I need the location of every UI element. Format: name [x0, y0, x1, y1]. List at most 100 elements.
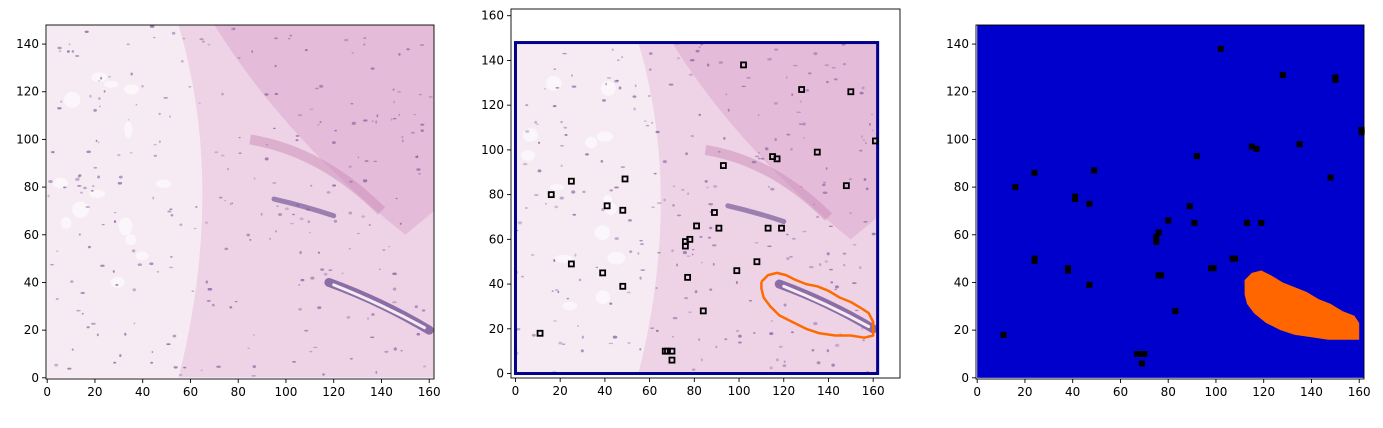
point-marker [567, 260, 575, 268]
y-tick-label: 120 [16, 85, 39, 99]
x-tick-label: 20 [553, 384, 568, 398]
mask-point [1153, 234, 1160, 241]
mask-point [1072, 196, 1079, 203]
x-tick-label: 40 [1065, 385, 1080, 399]
axes-frame [510, 8, 901, 379]
point-marker [621, 175, 629, 183]
y-tick-label: 0 [961, 371, 969, 385]
x-tick-label: 120 [772, 384, 795, 398]
point-marker [668, 347, 676, 355]
x-tick-label: 0 [43, 385, 51, 399]
point-marker [740, 61, 747, 69]
axes-frame [975, 24, 1365, 380]
point-marker [715, 224, 723, 232]
x-tick-label: 80 [687, 384, 702, 398]
y-tick-label: 120 [481, 98, 504, 112]
y-tick-label: 40 [24, 275, 39, 289]
mask-point [1064, 267, 1071, 274]
point-marker [684, 273, 692, 281]
x-tick-label: 100 [275, 385, 298, 399]
mask-point [1193, 153, 1200, 160]
x-tick-label: 100 [1205, 385, 1228, 399]
y-tick-label: 60 [954, 228, 969, 242]
mask-point [1244, 219, 1251, 226]
x-tick-label: 0 [973, 385, 981, 399]
panel-annotated-image: 0 20 40 60 80 100 120 140 160 0 20 40 60 80 100 120 140 1… [481, 8, 901, 398]
x-tick-label: 0 [512, 384, 520, 398]
x-tick-label: 120 [1252, 385, 1275, 399]
y-tick-label: 100 [16, 132, 39, 146]
y-tick-label: 100 [946, 132, 969, 146]
mask-point [1141, 350, 1148, 357]
gland-contour [760, 271, 875, 339]
point-marker [693, 222, 700, 230]
mask-point [1327, 174, 1334, 181]
x-tick-label: 40 [597, 384, 612, 398]
x-tick-label: 40 [135, 385, 150, 399]
x-tick-label: 160 [862, 384, 885, 398]
point-marker [619, 282, 627, 290]
mask-region [1244, 270, 1360, 340]
y-tick-label: 80 [954, 180, 969, 194]
mask-point [1279, 72, 1286, 79]
point-marker [764, 224, 772, 232]
mask-point [1165, 217, 1172, 224]
x-tick-label: 20 [1017, 385, 1032, 399]
point-marker [711, 209, 718, 216]
y-tick-label: 140 [481, 53, 504, 67]
x-tick-label: 80 [1161, 385, 1176, 399]
point-marker [872, 137, 879, 145]
mask-point [1332, 76, 1339, 83]
panel-original-image: 0 20 40 60 80 100 120 140 160 0 20 40 60 80 100 120 140 [16, 24, 441, 399]
point-marker [842, 182, 850, 190]
point-marker [536, 329, 544, 337]
mask-point [1253, 145, 1260, 152]
point-marker [699, 307, 707, 315]
point-marker [773, 155, 781, 163]
x-tick-label: 120 [322, 385, 345, 399]
bounding-box [513, 41, 880, 376]
mask-point [1153, 238, 1160, 245]
tissue-image [515, 42, 878, 374]
point-marker [681, 242, 689, 250]
y-tick-label: 60 [24, 228, 39, 242]
y-tick-label: 40 [954, 275, 969, 289]
x-tick-label: 60 [1113, 385, 1128, 399]
mask-point [1000, 331, 1007, 338]
mask-point [1258, 219, 1265, 226]
mask-point [1031, 169, 1038, 176]
mask-point [1086, 281, 1093, 288]
mask-point [1296, 141, 1303, 148]
point-marker [668, 356, 676, 364]
y-tick-label: 140 [16, 37, 39, 51]
mask-point [1191, 219, 1198, 226]
point-marker [778, 224, 785, 232]
mask-point [1155, 229, 1162, 236]
y-tick-label: 20 [489, 322, 504, 336]
mask-point [1086, 200, 1093, 207]
mask-point [1138, 360, 1145, 367]
point-marker [798, 86, 806, 93]
point-marker [547, 191, 555, 199]
y-tick-label: 100 [481, 143, 504, 157]
y-tick-label: 80 [489, 188, 504, 202]
mask-point [1232, 255, 1239, 262]
y-tick-label: 0 [496, 367, 504, 381]
x-tick-label: 60 [642, 384, 657, 398]
x-tick-label: 140 [1300, 385, 1323, 399]
mask-point [1031, 258, 1038, 264]
point-marker [599, 269, 607, 277]
mask-point [1158, 272, 1165, 279]
x-tick-label: 20 [87, 385, 102, 399]
y-tick-label: 20 [954, 323, 969, 337]
y-tick-label: 120 [946, 85, 969, 99]
point-marker [719, 162, 727, 169]
mask-point [1091, 167, 1098, 174]
axes-frame [45, 24, 435, 380]
mask-point [1210, 265, 1217, 272]
x-tick-label: 100 [728, 384, 751, 398]
tissue-image [47, 25, 434, 378]
x-tick-label: 160 [418, 385, 441, 399]
mask-point [1217, 45, 1224, 52]
